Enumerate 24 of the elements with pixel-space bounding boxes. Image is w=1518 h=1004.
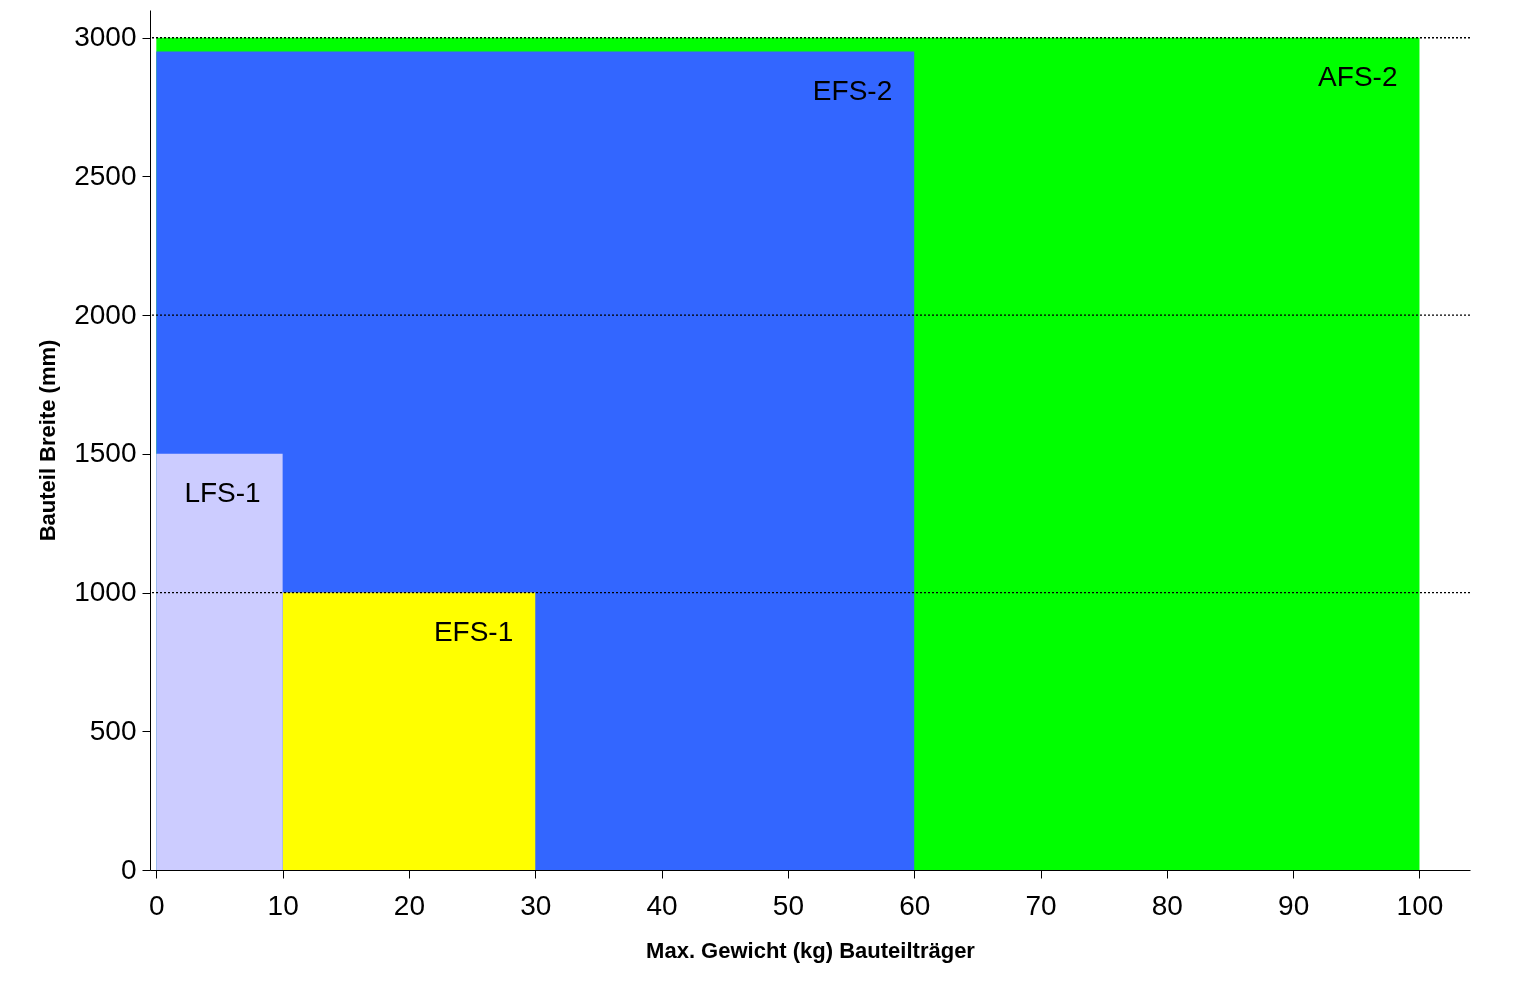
x-tick-label: 100 — [1396, 889, 1444, 921]
x-tick-label: 0 — [149, 889, 165, 921]
x-tick-label: 60 — [899, 889, 931, 921]
series-label: EFS-1 — [433, 615, 514, 647]
y-tick-label: 2500 — [74, 159, 137, 191]
x-tick-label: 10 — [267, 889, 299, 921]
x-tick-label: 90 — [1278, 889, 1310, 921]
x-tick-label: 30 — [520, 889, 552, 921]
x-tick-label: 40 — [646, 889, 678, 921]
x-tick-label: 20 — [393, 889, 426, 921]
x-tick-label: 80 — [1151, 889, 1183, 921]
series-label: AFS-2 — [1318, 60, 1398, 92]
y-tick-label: 1000 — [74, 576, 137, 608]
series-label: LFS-1 — [184, 476, 261, 508]
x-tick-label: 50 — [772, 889, 804, 921]
y-tick-label: 0 — [120, 853, 137, 885]
y-tick-label: 2000 — [74, 298, 137, 330]
x-axis-title: Max. Gewicht (kg) Bauteilträger — [646, 937, 976, 963]
y-tick-label: 500 — [89, 714, 137, 746]
y-axis-title: Bauteil Breite (mm) — [35, 339, 61, 542]
y-tick-label: 1500 — [74, 437, 137, 469]
y-tick-label: 3000 — [74, 21, 137, 53]
series-label: EFS-2 — [812, 74, 893, 106]
x-tick-label: 70 — [1025, 889, 1057, 921]
